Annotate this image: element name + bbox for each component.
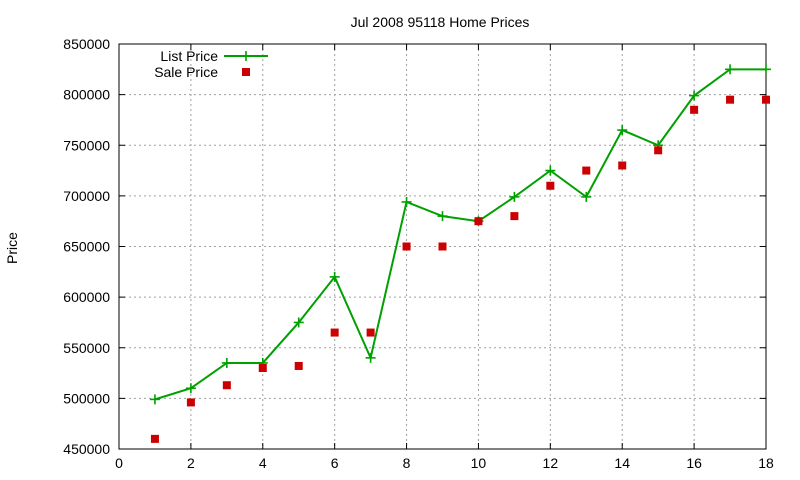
y-tick-label: 500000 [63,390,110,406]
x-tick-label: 8 [403,455,411,471]
x-tick-label: 14 [614,455,630,471]
y-tick-label: 750000 [63,137,110,153]
sale-price-point [618,161,627,170]
chart-title: Jul 2008 95118 Home Prices [351,14,530,30]
list-price-point [401,196,412,207]
x-tick-label: 16 [686,455,702,471]
list-price-point [581,191,592,202]
list-price-line [154,68,766,401]
sale-price-point [438,242,447,251]
sale-price-point [150,434,159,443]
x-tick-label: 0 [115,455,123,471]
list-price-point [149,394,160,405]
sale-price-point [726,95,735,104]
y-tick-label: 450000 [63,441,110,457]
list-price-point [221,357,232,368]
x-tick-label: 4 [259,455,267,471]
legend-square-sample [242,68,250,76]
list-price-point [725,64,736,75]
sale-price-point [654,146,663,155]
x-tick-label: 2 [187,455,195,471]
list-price-point [365,352,376,363]
axis-ticks: 0 2 4 6 8 10 12 14 16 18 450000 500000 550000 600000 6… [63,36,774,471]
sale-price-point [294,361,303,370]
x-tick-label: 12 [543,455,559,471]
legend-label: List Price [160,48,218,64]
list-price-point [293,317,304,328]
legend-label: Sale Price [154,64,218,80]
list-price-point [545,165,556,176]
sale-price-point [546,181,555,190]
sale-price-point [690,105,699,114]
series-layer [149,64,771,443]
sale-price-point [222,381,231,390]
y-tick-label: 800000 [63,87,110,103]
y-tick-label: 700000 [63,188,110,204]
y-tick-label: 550000 [63,340,110,356]
sale-price-point [186,398,195,407]
sale-price-point [402,242,411,251]
x-tick-label: 6 [331,455,339,471]
legend-plus-sample [241,51,251,61]
sale-price-point [762,95,770,104]
y-tick-label: 600000 [63,289,110,305]
sale-price-point [330,328,339,337]
list-price-point [689,90,700,101]
list-price-point [329,271,340,282]
list-price-point [185,383,196,394]
sale-price-point [474,217,483,226]
y-axis-label: Price [4,232,20,264]
plot-frame [118,43,767,450]
x-tick-label: 18 [758,455,774,471]
sale-price-point [258,364,267,372]
sale-price-point [366,328,375,337]
y-tick-label: 850000 [63,36,110,52]
sale-price-point [582,166,591,175]
list-price-point [437,211,448,222]
x-tick-label: 10 [471,455,487,471]
sale-price-point [510,212,519,221]
list-price-point [617,125,628,136]
y-tick-label: 650000 [63,239,110,255]
list-price-point [761,64,771,75]
list-price-point [509,191,520,202]
